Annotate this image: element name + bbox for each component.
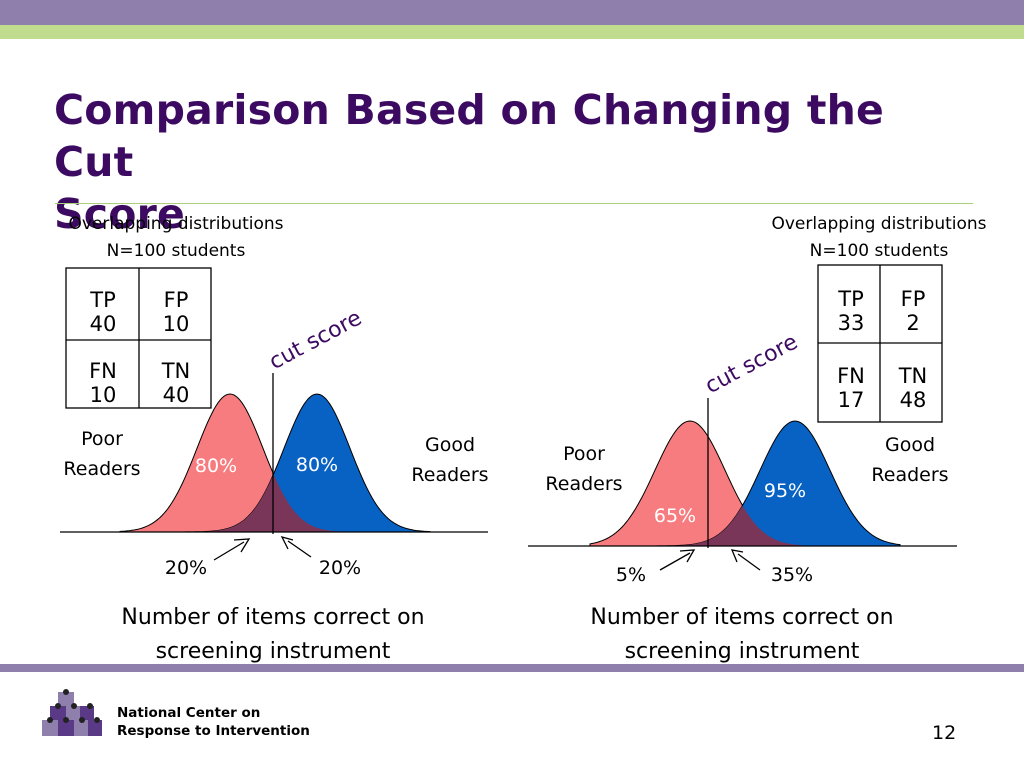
right-poor-pct: 65% <box>653 505 697 527</box>
left-arrow-poor-tail-head <box>233 538 251 553</box>
right-good-readers-label: Good Readers <box>862 430 958 490</box>
left-fp-value: 10 <box>162 312 190 336</box>
slide-title: Comparison Based on Changing the Cut Sco… <box>54 84 954 240</box>
title-underline <box>55 203 973 204</box>
left-fn-label: FN <box>89 359 117 383</box>
left-fp-label: FP <box>163 288 189 312</box>
left-poor-line-1: Poor <box>81 428 123 450</box>
right-panel-graphic <box>528 264 957 571</box>
right-poor-line-2: Readers <box>545 473 623 495</box>
left-tp-cell: TP 40 <box>78 288 128 336</box>
top-purple-band <box>0 0 1024 25</box>
left-good-pct: 80% <box>295 454 339 476</box>
right-tn-label: TN <box>898 364 928 388</box>
left-tn-label: TN <box>161 359 191 383</box>
right-poor-line-1: Poor <box>563 443 605 465</box>
left-panel-graphic <box>60 267 488 561</box>
left-axis-caption: Number of items correct on screening ins… <box>92 601 454 669</box>
right-fp-label: FP <box>900 287 926 311</box>
right-tp-value: 33 <box>837 311 865 335</box>
right-overlap-region <box>590 506 900 546</box>
left-poor-pct: 80% <box>194 455 238 477</box>
left-arrow-good-tail-head <box>280 535 294 550</box>
right-caption: Overlapping distributions N=100 students <box>760 211 998 265</box>
organization-line-2: Response to Intervention <box>117 723 310 739</box>
right-fn-label: FN <box>837 364 865 388</box>
right-caption-line-1: Overlapping distributions <box>771 214 987 234</box>
left-fp-cell: FP 10 <box>151 288 201 336</box>
right-tn-cell: TN 48 <box>888 364 938 412</box>
right-good-tail-pct: 35% <box>770 564 814 586</box>
left-caption-line-2: N=100 students <box>106 241 246 261</box>
left-axis-line-1: Number of items correct on <box>121 605 425 630</box>
right-arrow-poor-tail <box>659 552 691 571</box>
left-poor-readers-label: Poor Readers <box>54 424 150 484</box>
top-green-band <box>0 25 1024 39</box>
left-overlap-region <box>120 475 430 532</box>
left-poor-line-2: Readers <box>63 458 141 480</box>
organization-name: National Center on Response to Intervent… <box>117 704 310 740</box>
right-arrow-good-tail <box>737 553 761 571</box>
left-fn-value: 10 <box>89 383 117 407</box>
right-axis-line-2: screening instrument <box>624 639 860 664</box>
right-tp-cell: TP 33 <box>826 287 876 335</box>
right-good-line-1: Good <box>884 434 936 456</box>
left-good-line-2: Readers <box>411 464 489 486</box>
left-good-readers-label: Good Readers <box>402 430 498 490</box>
right-fp-value: 2 <box>906 311 920 335</box>
page-number: 12 <box>932 722 957 744</box>
right-caption-line-2: N=100 students <box>809 241 949 261</box>
left-tn-cell: TN 40 <box>151 359 201 407</box>
left-poor-tail-pct: 20% <box>164 557 208 579</box>
right-fn-cell: FN 17 <box>826 364 876 412</box>
left-good-tail-pct: 20% <box>318 557 362 579</box>
footer-rule <box>0 664 1024 672</box>
right-good-line-2: Readers <box>871 464 949 486</box>
left-caption-line-1: Overlapping distributions <box>68 214 284 234</box>
left-tn-value: 40 <box>162 383 190 407</box>
right-arrow-good-tail-head <box>730 549 744 563</box>
left-caption: Overlapping distributions N=100 students <box>58 211 294 265</box>
organization-line-1: National Center on <box>117 705 261 721</box>
right-fn-value: 17 <box>837 388 865 412</box>
right-arrow-poor-tail-head <box>679 549 696 563</box>
right-axis-caption: Number of items correct on screening ins… <box>561 601 923 669</box>
right-good-pct: 95% <box>763 480 807 502</box>
left-good-line-1: Good <box>424 434 476 456</box>
ncrti-logo-icon <box>42 689 102 736</box>
left-tp-label: TP <box>90 288 116 312</box>
right-poor-readers-label: Poor Readers <box>536 439 632 499</box>
right-axis-line-1: Number of items correct on <box>590 605 894 630</box>
right-tp-label: TP <box>838 287 864 311</box>
right-fp-cell: FP 2 <box>888 287 938 335</box>
left-axis-line-2: screening instrument <box>155 639 391 664</box>
slide-title-line-1: Comparison Based on Changing the Cut <box>54 86 885 186</box>
right-tn-value: 48 <box>899 388 927 412</box>
slide-title-line-2: Score <box>54 190 186 238</box>
left-tp-value: 40 <box>89 312 117 336</box>
left-fn-cell: FN 10 <box>78 359 128 407</box>
left-arrow-poor-tail <box>213 541 245 561</box>
left-arrow-good-tail <box>287 540 312 558</box>
right-poor-tail-pct: 5% <box>615 564 647 586</box>
